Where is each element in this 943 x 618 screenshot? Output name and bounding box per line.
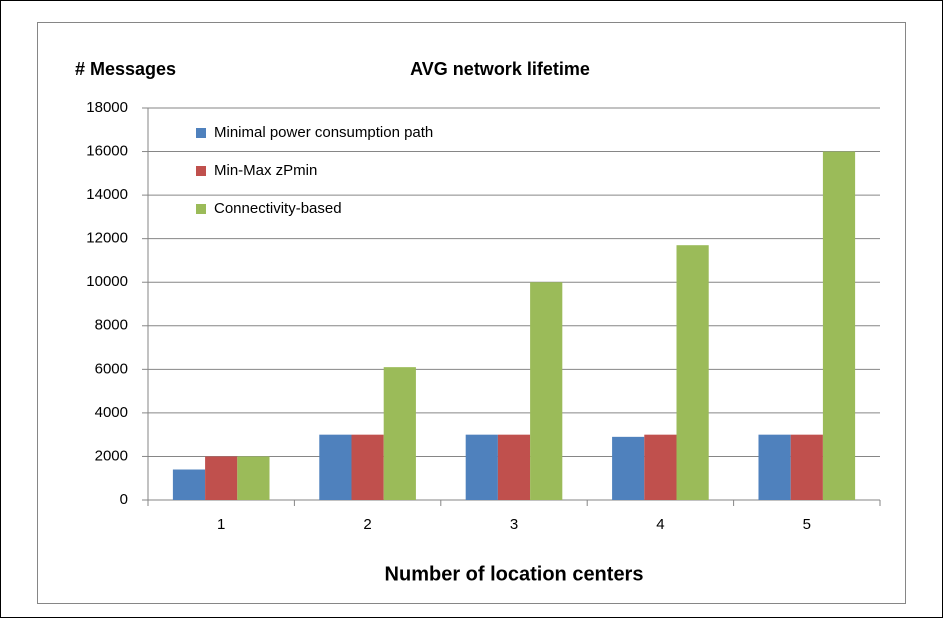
- bar: [530, 282, 563, 500]
- bar: [497, 434, 531, 500]
- x-axis-title: Number of location centers: [385, 563, 644, 585]
- x-tick-label: 1: [217, 516, 225, 533]
- legend-swatch: [196, 128, 206, 138]
- y-tick-label: 10000: [86, 273, 128, 290]
- y-tick-label: 2000: [95, 447, 128, 464]
- y-tick-label: 18000: [86, 99, 128, 116]
- y-tick-label: 0: [120, 491, 128, 508]
- bar: [383, 367, 416, 500]
- legend-swatch: [196, 166, 206, 176]
- bar: [319, 434, 352, 500]
- chart-area: [37, 22, 906, 604]
- y-tick-label: 8000: [95, 317, 128, 334]
- x-tick-label: 2: [363, 516, 371, 533]
- y-tick-label: 6000: [95, 360, 128, 377]
- bar: [172, 469, 206, 500]
- bar: [790, 434, 823, 500]
- y-tick-label: 4000: [95, 404, 128, 421]
- bar: [822, 151, 856, 501]
- bar: [676, 245, 709, 500]
- legend-label: Connectivity-based: [214, 200, 342, 217]
- x-tick-label: 4: [656, 516, 664, 533]
- bar: [644, 434, 677, 500]
- bar: [205, 456, 238, 500]
- bar: [465, 434, 498, 500]
- x-tick-label: 5: [803, 516, 811, 533]
- y-tick-label: 12000: [86, 230, 128, 247]
- bar: [237, 456, 270, 500]
- bar: [612, 436, 645, 500]
- y-axis-title: # Messages: [75, 59, 176, 79]
- legend-label: Min-Max zPmin: [214, 162, 317, 179]
- chart-title: AVG network lifetime: [410, 59, 590, 79]
- y-tick-label: 16000: [86, 143, 128, 160]
- x-tick-label: 3: [510, 516, 518, 533]
- y-tick-label: 14000: [86, 186, 128, 203]
- bar: [758, 434, 791, 500]
- legend-label: Minimal power consumption path: [214, 124, 433, 141]
- bar: [351, 434, 384, 500]
- legend-swatch: [196, 204, 206, 214]
